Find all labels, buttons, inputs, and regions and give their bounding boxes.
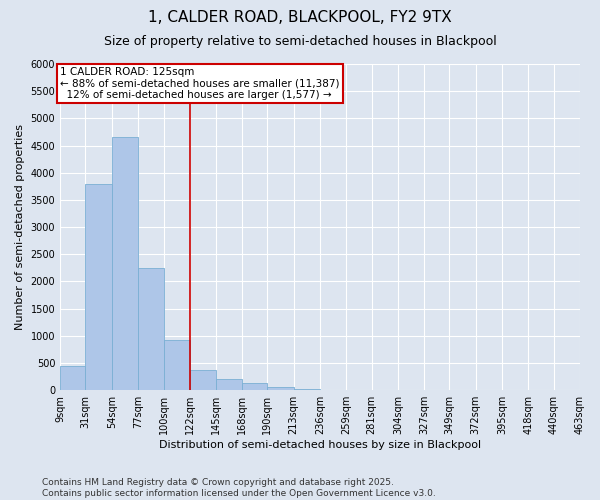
Bar	[112, 138, 138, 390]
Bar	[138, 268, 164, 390]
Bar	[60, 366, 85, 390]
Y-axis label: Number of semi-detached properties: Number of semi-detached properties	[15, 124, 25, 330]
Bar	[294, 389, 320, 390]
Text: 1, CALDER ROAD, BLACKPOOL, FY2 9TX: 1, CALDER ROAD, BLACKPOOL, FY2 9TX	[148, 10, 452, 25]
Bar	[190, 370, 216, 390]
Bar	[242, 383, 268, 390]
Text: Size of property relative to semi-detached houses in Blackpool: Size of property relative to semi-detach…	[104, 35, 496, 48]
Text: Contains HM Land Registry data © Crown copyright and database right 2025.
Contai: Contains HM Land Registry data © Crown c…	[42, 478, 436, 498]
X-axis label: Distribution of semi-detached houses by size in Blackpool: Distribution of semi-detached houses by …	[159, 440, 481, 450]
Bar	[216, 380, 242, 390]
Bar	[164, 340, 190, 390]
Bar	[85, 184, 112, 390]
Text: 1 CALDER ROAD: 125sqm
← 88% of semi-detached houses are smaller (11,387)
  12% o: 1 CALDER ROAD: 125sqm ← 88% of semi-deta…	[60, 66, 340, 100]
Bar	[268, 387, 294, 390]
